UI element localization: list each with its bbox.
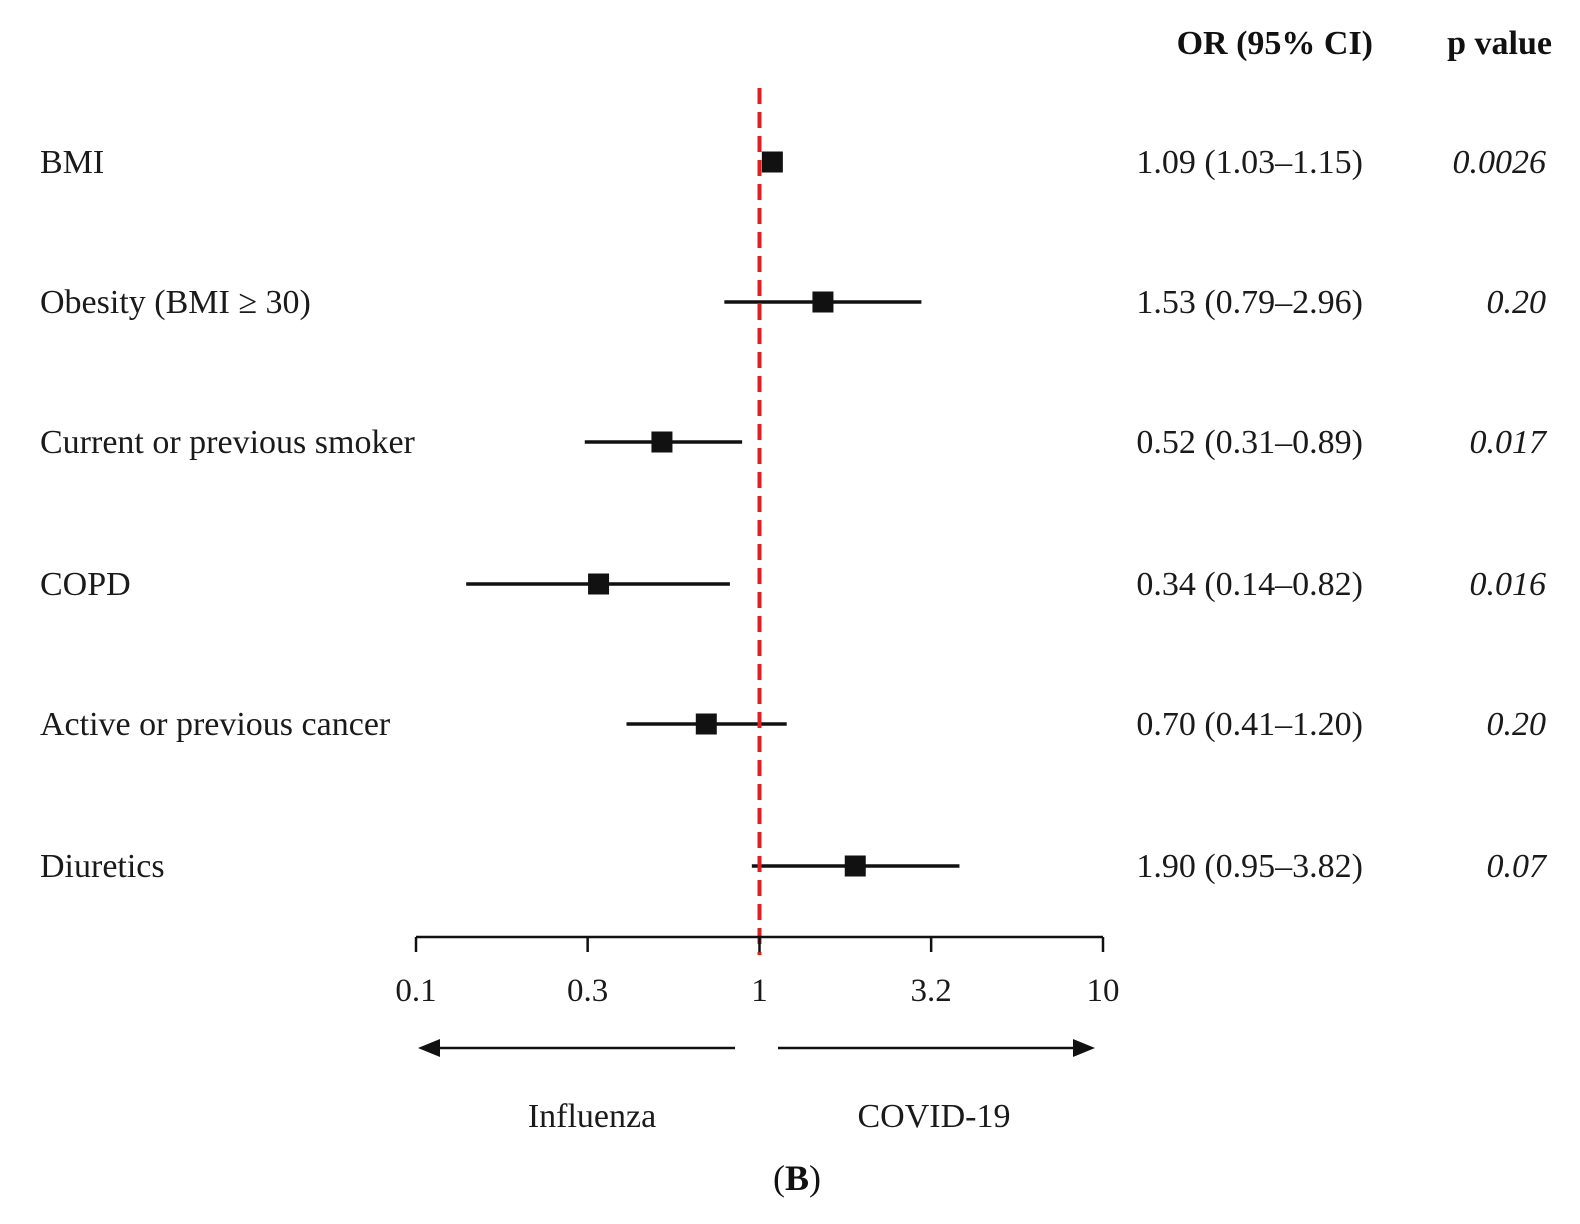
panel-label-close: ) xyxy=(809,1158,821,1198)
panel-label: (B) xyxy=(773,1158,821,1198)
panel-label-open: ( xyxy=(773,1158,785,1198)
direction-arrows xyxy=(418,1039,1095,1057)
forest-row: BMI 1.09 (1.03–1.15) 0.0026 xyxy=(40,144,1546,181)
or-ci-value: 1.53 (0.79–2.96) xyxy=(1136,284,1363,321)
or-ci-value: 1.90 (0.95–3.82) xyxy=(1136,848,1363,885)
p-value: 0.017 xyxy=(1470,424,1549,461)
row-label: Obesity (BMI ≥ 30) xyxy=(40,284,311,321)
or-marker xyxy=(812,291,834,313)
forest-row: Diuretics 1.90 (0.95–3.82) 0.07 xyxy=(40,848,1548,885)
forest-rows: BMI 1.09 (1.03–1.15) 0.0026 Obesity (BMI ≥ … xyxy=(40,144,1548,885)
or-column-header: OR (95% CI) xyxy=(1177,25,1373,62)
x-tick-label: 10 xyxy=(1087,973,1120,1009)
row-label: BMI xyxy=(40,144,104,181)
x-axis: 0.1 0.3 1 3.2 10 xyxy=(395,935,1120,1009)
or-marker xyxy=(588,573,610,595)
p-value: 0.0026 xyxy=(1453,144,1547,181)
left-arrowhead-icon xyxy=(418,1039,440,1057)
or-marker xyxy=(761,151,783,173)
or-ci-value: 0.34 (0.14–0.82) xyxy=(1136,566,1363,603)
forest-row: Current or previous smoker 0.52 (0.31–0.8… xyxy=(40,424,1548,461)
forest-row: Obesity (BMI ≥ 30) 1.53 (0.79–2.96) 0.20 xyxy=(40,284,1546,321)
or-marker xyxy=(844,855,866,877)
forest-row: COPD 0.34 (0.14–0.82) 0.016 xyxy=(40,566,1546,603)
row-label: Current or previous smoker xyxy=(40,424,416,461)
p-value: 0.20 xyxy=(1487,706,1547,743)
p-value: 0.20 xyxy=(1487,284,1547,321)
row-label: Active or previous cancer xyxy=(40,706,391,743)
right-arrowhead-icon xyxy=(1073,1039,1095,1057)
x-tick-label: 0.1 xyxy=(395,973,436,1009)
or-ci-value: 0.52 (0.31–0.89) xyxy=(1136,424,1363,461)
row-label: Diuretics xyxy=(40,848,165,885)
x-tick-label: 3.2 xyxy=(911,973,952,1009)
or-ci-value: 0.70 (0.41–1.20) xyxy=(1136,706,1363,743)
or-ci-value: 1.09 (1.03–1.15) xyxy=(1136,144,1363,181)
influenza-direction-label: Influenza xyxy=(528,1098,656,1135)
or-marker xyxy=(695,713,717,735)
forest-row: Active or previous cancer 0.70 (0.41–1.20… xyxy=(40,706,1546,743)
p-value: 0.016 xyxy=(1470,566,1547,603)
or-marker xyxy=(651,431,673,453)
p-value-column-header: p value xyxy=(1447,25,1552,62)
row-label: COPD xyxy=(40,566,131,603)
covid-direction-label: COVID-19 xyxy=(858,1098,1011,1135)
p-value: 0.07 xyxy=(1487,848,1549,885)
x-tick-label: 0.3 xyxy=(567,973,608,1009)
panel-label-letter: B xyxy=(785,1158,809,1198)
x-tick-label: 1 xyxy=(751,973,768,1009)
